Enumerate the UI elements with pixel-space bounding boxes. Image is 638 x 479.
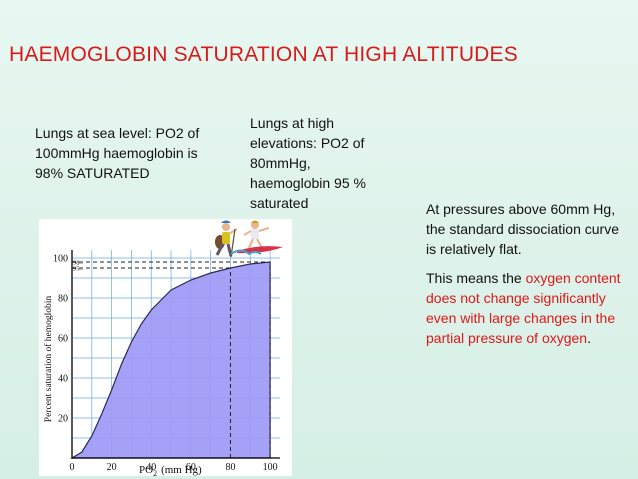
surfer-torso: [251, 229, 259, 239]
y-tick-label: 60: [58, 334, 68, 345]
hiker-leg-right: [226, 243, 233, 257]
y-axis-title: Percent saturation of hemoglobin: [43, 296, 54, 423]
explanation-paragraph-1: At pressures above 60mm Hg, the standard…: [426, 201, 619, 257]
hiker-leg-left: [215, 243, 225, 256]
sea-level-note: Lungs at sea level: PO2 of 100mmHg haemo…: [35, 125, 200, 181]
explanation-block: At pressures above 60mm Hg, the standard…: [426, 199, 626, 357]
dissociation-figure: 0 20 40 60 80 100 20 40 60 80 100 98– 95– Percent sa…: [39, 219, 292, 476]
x-axis-title-unit: (mm Hg): [161, 464, 202, 476]
saturation-area: [69, 261, 271, 459]
x-tick-label: 80: [225, 462, 235, 473]
surfer-arm-right: [258, 227, 270, 232]
x-tick-label: 20: [107, 462, 117, 473]
slide-title: HAEMOGLOBIN SATURATION AT HIGH ALTITUDES: [9, 43, 518, 66]
dissociation-curve-chart: 0 20 40 60 80 100 20 40 60 80 100 98–95– Percent sa…: [43, 220, 283, 476]
wave: [230, 249, 262, 256]
hiker-torso: [222, 232, 230, 244]
x-tick-label: 40: [146, 462, 156, 473]
x-tick-label: 60: [186, 462, 196, 473]
paragraph-2-highlight: oxygen content does not change significa…: [426, 270, 621, 346]
tick-labels: 0 20 40 60 80 100 20 40 60 80 100 98–95–: [53, 254, 278, 474]
x-axis-title: PO2 (mm Hg): [139, 464, 202, 476]
high-elevation-note: Lungs at high elevations: PO2 of 80mmHg,…: [250, 115, 366, 211]
explanation-paragraph-2: This means the oxygen content does not c…: [426, 268, 626, 348]
paragraph-2-start: This means the: [426, 270, 526, 286]
surfer-hair: [251, 220, 259, 223]
surfer-figure-icon: [230, 220, 283, 256]
hiker-head: [222, 223, 230, 231]
surfboard: [237, 246, 283, 254]
y-tick-label: 80: [58, 294, 68, 305]
marker-label: 95–: [73, 266, 84, 273]
y-tick-label: 20: [58, 414, 68, 425]
hiker-hat: [221, 220, 231, 223]
x-tick-label: 100: [263, 462, 278, 473]
x-axis-title-sub: 2: [153, 469, 157, 476]
reference-lines: [72, 261, 271, 458]
y-tick-label: 100: [53, 254, 68, 265]
marker-label: 98–: [73, 260, 84, 267]
y-tick-label: 40: [58, 374, 68, 385]
x-tick-label: 0: [70, 462, 75, 473]
hiker-stick: [230, 228, 236, 258]
hiker-figure-icon: [215, 220, 238, 258]
x-axis-title-main: PO: [139, 464, 153, 476]
surfer-leg-left: [247, 238, 255, 249]
hiker-arm: [228, 228, 238, 235]
paragraph-2-end: .: [587, 330, 591, 346]
surfer-arm-left: [243, 230, 252, 236]
